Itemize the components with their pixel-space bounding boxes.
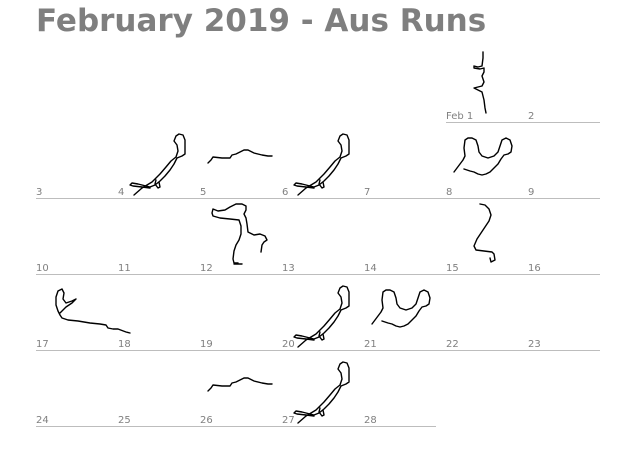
day-label: 6 [282, 187, 288, 198]
run-route-cbd-south [473, 203, 496, 263]
day-cell: 12 [200, 203, 268, 274]
run-route-cbd-north [473, 51, 487, 114]
day-label: 7 [364, 187, 370, 198]
day-label: 10 [36, 263, 49, 274]
day-cell: Feb 1 [446, 51, 487, 122]
day-label: 27 [282, 415, 295, 426]
day-cell: 21 [364, 289, 431, 350]
day-label: 2 [528, 111, 534, 122]
run-route-suburb [211, 203, 268, 265]
day-label: 3 [36, 187, 42, 198]
day-label: 15 [446, 263, 459, 274]
day-cell: 28 [364, 415, 377, 426]
run-route-bay-loop [453, 137, 513, 176]
day-label: 11 [118, 263, 131, 274]
day-cell: 23 [528, 339, 541, 350]
day-cell: 16 [528, 263, 541, 274]
day-cell: 25 [118, 415, 131, 426]
day-label: Feb 1 [446, 111, 473, 122]
run-route-coast [207, 149, 273, 164]
day-cell: 27 [282, 361, 350, 426]
day-cell: 2 [528, 111, 534, 122]
day-cell: 20 [282, 285, 350, 350]
day-cell: 22 [446, 339, 459, 350]
day-label: 23 [528, 339, 541, 350]
day-cell: 13 [282, 263, 295, 274]
day-cell: 11 [118, 263, 131, 274]
day-label: 12 [200, 263, 213, 274]
run-route-coast [207, 377, 273, 392]
day-label: 5 [200, 187, 206, 198]
day-label: 20 [282, 339, 295, 350]
day-cell: 8 [446, 137, 513, 198]
day-label: 18 [118, 339, 131, 350]
day-cell: 17 [36, 288, 131, 350]
day-label: 8 [446, 187, 452, 198]
run-route-river-loop [293, 285, 350, 348]
day-label: 14 [364, 263, 377, 274]
day-label: 13 [282, 263, 295, 274]
day-cell: 15 [446, 203, 496, 274]
day-cell: 5 [200, 149, 273, 198]
day-label: 19 [200, 339, 213, 350]
run-route-river-loop [129, 133, 186, 196]
day-cell: 26 [200, 377, 273, 426]
day-cell: 7 [364, 187, 370, 198]
day-cell: 10 [36, 263, 49, 274]
day-cell: 24 [36, 415, 49, 426]
day-label: 26 [200, 415, 213, 426]
run-route-creek [55, 288, 131, 334]
day-cell: 14 [364, 263, 377, 274]
day-cell: 19 [200, 339, 213, 350]
day-label: 9 [528, 187, 534, 198]
run-route-river-loop [293, 361, 350, 424]
day-label: 4 [118, 187, 124, 198]
day-label: 17 [36, 339, 49, 350]
day-label: 24 [36, 415, 49, 426]
day-label: 25 [118, 415, 131, 426]
day-label: 22 [446, 339, 459, 350]
day-label: 28 [364, 415, 377, 426]
day-cell: 9 [528, 187, 534, 198]
page-title: February 2019 - Aus Runs [36, 3, 487, 39]
day-cell: 18 [118, 339, 131, 350]
day-cell: 4 [118, 133, 186, 198]
day-cell: 3 [36, 187, 42, 198]
day-label: 21 [364, 339, 377, 350]
run-route-bay-loop [371, 289, 431, 328]
day-label: 16 [528, 263, 541, 274]
run-route-river-loop [293, 133, 350, 196]
day-cell: 6 [282, 133, 350, 198]
